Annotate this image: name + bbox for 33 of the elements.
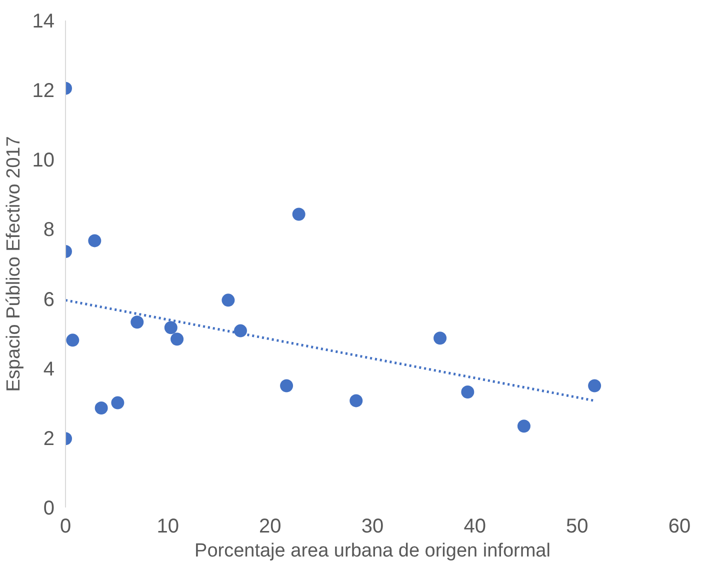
- point: [130, 316, 144, 329]
- y-tick-label: 4: [43, 358, 54, 380]
- point: [222, 294, 235, 307]
- point: [88, 234, 102, 248]
- y-tick-label: 6: [43, 288, 54, 311]
- x-axis-title: Porcentaje area urbana de origen informal: [194, 540, 550, 562]
- y-tick-label: 8: [43, 219, 54, 242]
- point: [164, 321, 178, 334]
- point: [350, 394, 363, 408]
- y-axis-title: Espacio Público Efectivo 2017: [3, 136, 24, 392]
- point: [461, 386, 474, 398]
- y-tick-label: 0: [43, 498, 54, 520]
- point: [111, 396, 124, 410]
- point: [234, 324, 247, 338]
- x-tick-label: 30: [361, 516, 384, 538]
- point: [66, 334, 80, 347]
- point: [94, 402, 108, 414]
- x-tick-label: 60: [668, 516, 691, 538]
- point: [280, 379, 294, 392]
- point: [292, 208, 306, 221]
- x-tick-label: 10: [156, 516, 179, 538]
- x-tick-label: 50: [566, 516, 588, 538]
- y-tick-label: 14: [32, 10, 55, 32]
- x-tick-label: 40: [464, 516, 486, 538]
- point: [517, 420, 530, 433]
- x-tick-label: 0: [60, 516, 72, 538]
- y-tick-label: 2: [43, 428, 54, 450]
- point: [434, 332, 447, 345]
- point: [588, 379, 602, 392]
- point: [170, 332, 184, 346]
- y-tick-label: 12: [32, 80, 55, 102]
- y-tick-label: 10: [32, 150, 55, 172]
- x-tick-label: 20: [259, 516, 282, 538]
